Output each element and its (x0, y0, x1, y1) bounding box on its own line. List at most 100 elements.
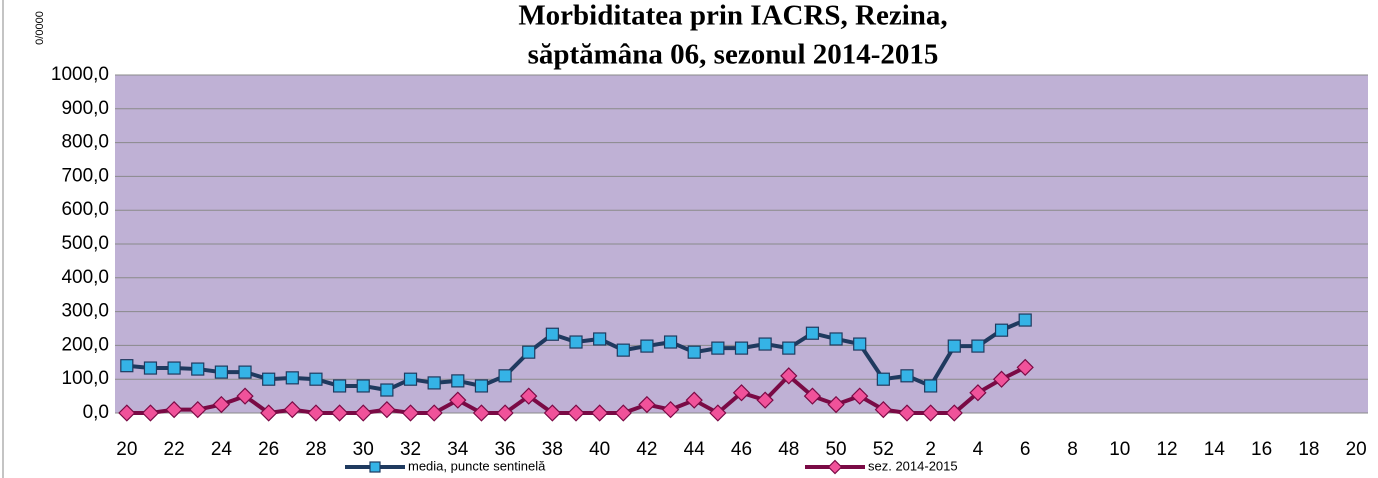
legend-label: media, puncte sentinelă (408, 458, 546, 473)
x-tick-label: 12 (1156, 439, 1177, 460)
y-tick-label: 100,0 (61, 368, 109, 389)
data-point (663, 335, 678, 349)
data-point (472, 404, 491, 422)
x-tick-label: 44 (684, 439, 706, 460)
data-point (569, 335, 583, 349)
x-tick-label: 42 (636, 439, 657, 460)
x-tick-label: 52 (873, 439, 894, 460)
legend-marker (369, 461, 381, 473)
x-tick-label: 32 (400, 439, 421, 460)
data-point (780, 367, 798, 385)
data-point (380, 383, 394, 397)
data-point (451, 374, 465, 388)
data-point (969, 384, 987, 402)
data-point (378, 400, 396, 419)
data-point (118, 404, 136, 422)
x-tick-label: 20 (116, 439, 137, 460)
legend-marker (827, 459, 843, 475)
x-tick-label: 20 (1346, 439, 1367, 460)
data-point (876, 372, 890, 386)
data-point (427, 376, 441, 390)
data-point (403, 372, 418, 386)
data-point (853, 337, 867, 351)
data-point (851, 387, 869, 405)
x-tick-label: 8 (1067, 439, 1078, 460)
data-point (803, 387, 822, 405)
x-tick-label: 46 (731, 439, 752, 460)
data-point (616, 343, 630, 357)
data-point (782, 341, 796, 355)
data-point (474, 379, 489, 393)
data-point (734, 341, 749, 355)
data-point (236, 387, 254, 405)
data-point (167, 361, 181, 375)
x-tick-label: 48 (778, 439, 799, 460)
data-point (924, 379, 938, 393)
x-tick-label: 40 (589, 439, 610, 460)
x-tick-label: 18 (1298, 439, 1319, 460)
data-point (285, 371, 299, 385)
data-point (945, 404, 963, 422)
data-point (330, 404, 349, 422)
data-point (921, 404, 940, 422)
x-tick-label: 4 (973, 439, 984, 460)
data-point (356, 379, 370, 393)
data-point (687, 345, 701, 359)
data-point (212, 395, 231, 414)
data-point (309, 372, 323, 386)
x-tick-label: 36 (495, 439, 516, 460)
data-point (307, 404, 325, 422)
legend-label: sez. 2014-2015 (868, 458, 958, 473)
x-tick-label: 16 (1251, 439, 1272, 460)
data-point (283, 400, 301, 419)
data-point (120, 359, 134, 373)
data-point (900, 369, 914, 383)
data-point (191, 362, 205, 376)
data-point (143, 361, 158, 375)
x-tick-label: 28 (305, 439, 326, 460)
data-point (947, 339, 961, 353)
chart-title: Morbiditatea prin IACRS, Rezina, (518, 0, 947, 32)
data-point (709, 404, 727, 422)
data-point (732, 384, 751, 402)
data-point (898, 404, 916, 422)
y-axis-label: 0/0000 (34, 11, 46, 45)
y-tick-label: 900,0 (61, 98, 109, 119)
data-point (829, 332, 843, 346)
y-tick-label: 400,0 (61, 267, 109, 288)
data-point (758, 337, 772, 351)
data-point (1016, 358, 1034, 377)
data-point (498, 369, 512, 383)
data-point (593, 332, 607, 346)
data-point (874, 400, 892, 419)
data-point (827, 395, 845, 414)
x-tick-label: 38 (542, 439, 563, 460)
x-tick-label: 30 (353, 439, 374, 460)
data-point (141, 404, 160, 422)
x-tick-label: 14 (1204, 439, 1226, 460)
data-point (661, 400, 680, 419)
x-tick-label: 2 (925, 439, 936, 460)
data-point (449, 391, 467, 409)
data-point (401, 404, 420, 422)
x-tick-label: 26 (258, 439, 279, 460)
y-tick-label: 800,0 (61, 132, 109, 153)
y-tick-label: 0,0 (83, 402, 109, 423)
x-tick-label: 22 (164, 439, 185, 460)
data-point (543, 404, 562, 422)
data-point (545, 327, 559, 341)
data-point (238, 365, 252, 379)
data-point (425, 404, 443, 422)
data-point (1018, 313, 1032, 327)
data-point (805, 326, 820, 340)
data-point (354, 404, 372, 422)
data-point (685, 391, 703, 409)
x-tick-label: 34 (447, 439, 469, 460)
y-tick-label: 200,0 (61, 334, 109, 355)
data-point (640, 339, 654, 353)
data-point (332, 379, 347, 393)
y-tick-label: 300,0 (61, 301, 109, 322)
data-point (214, 365, 228, 379)
data-point (567, 404, 585, 422)
